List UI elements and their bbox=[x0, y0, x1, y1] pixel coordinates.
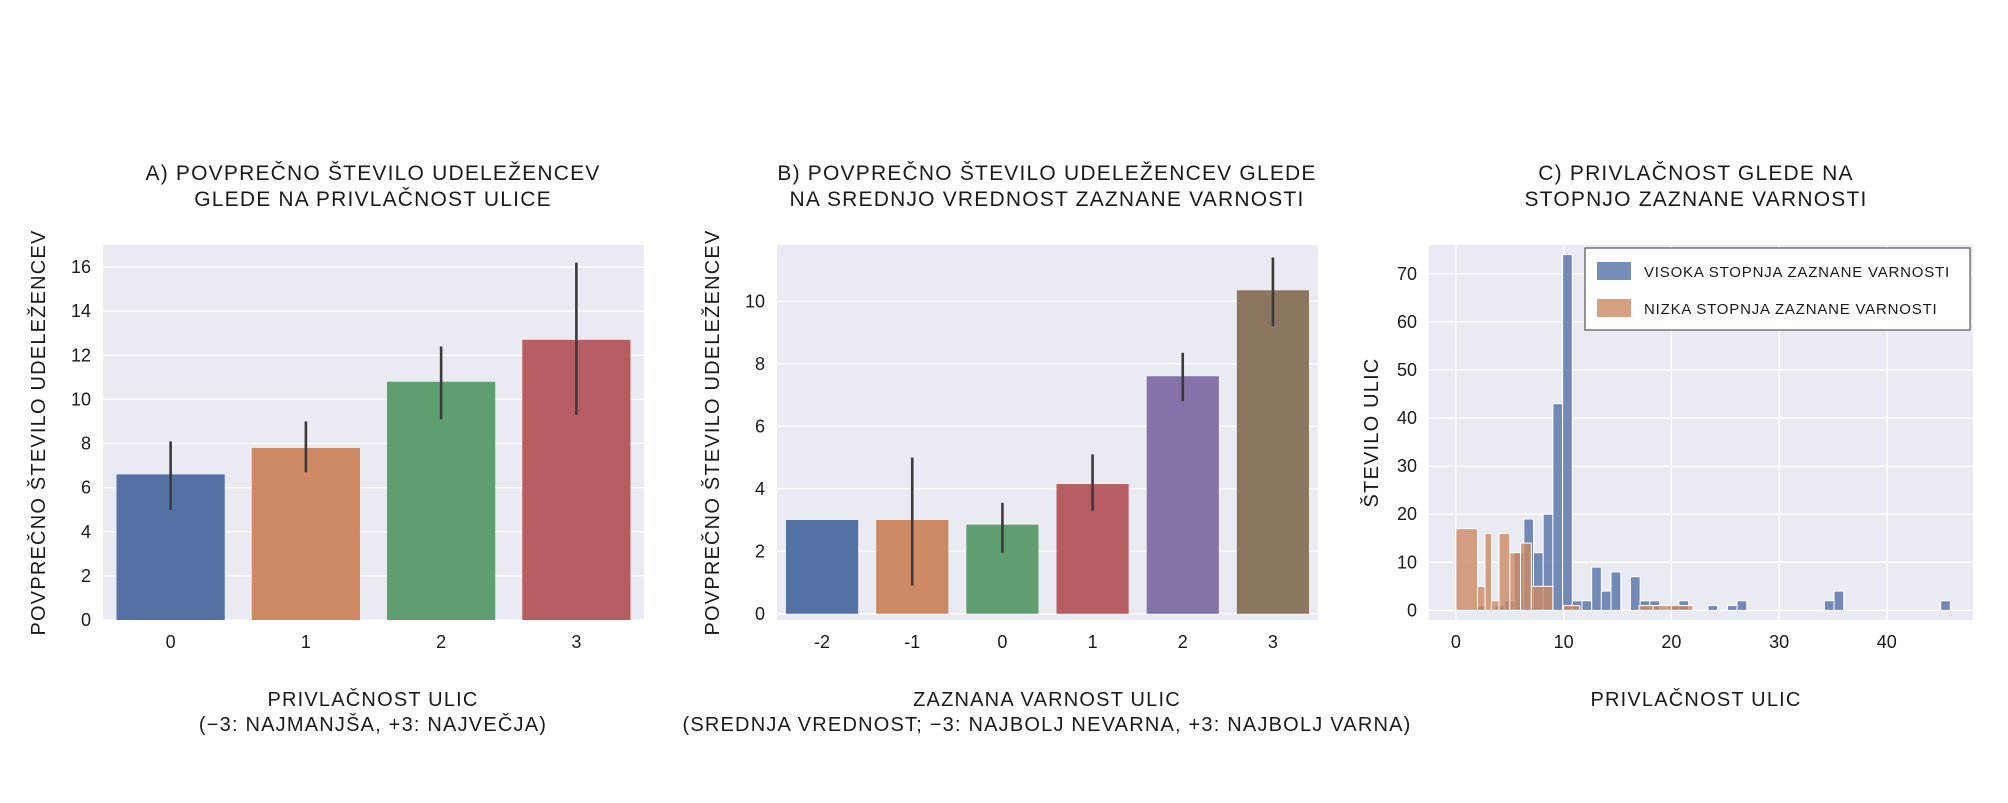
histogram-bar-high-safety bbox=[1610, 571, 1622, 611]
legend-swatch bbox=[1597, 262, 1631, 280]
x-tick-label: 0 bbox=[1451, 632, 1461, 652]
legend-box bbox=[1584, 247, 1971, 331]
x-tick-label: 1 bbox=[301, 632, 311, 652]
x-tick-label: 2 bbox=[436, 632, 446, 652]
chart-title-line: GLEDE NA PRIVLAČNOST ULICE bbox=[194, 188, 552, 211]
bar bbox=[786, 520, 859, 614]
histogram-bar-high-safety bbox=[1823, 600, 1835, 611]
histogram-bar-low-safety bbox=[1455, 528, 1478, 611]
y-tick-label: 8 bbox=[755, 354, 765, 374]
y-tick-label: 6 bbox=[81, 478, 91, 498]
histogram-bar-high-safety bbox=[1581, 600, 1593, 611]
bar bbox=[251, 447, 360, 620]
x-tick-label: 20 bbox=[1661, 632, 1681, 652]
histogram-bar-high-safety bbox=[1707, 605, 1719, 611]
histogram-bar-high-safety bbox=[1591, 566, 1602, 611]
histogram-bar-low-safety bbox=[1509, 552, 1522, 611]
chart-title-line: NA SREDNJO VREDNOST ZAZNANE VARNOSTI bbox=[790, 188, 1305, 211]
y-tick-label: 10 bbox=[1397, 552, 1417, 572]
y-tick-label: 4 bbox=[755, 479, 765, 499]
y-tick-label: 10 bbox=[71, 389, 91, 409]
plot-background bbox=[777, 245, 1318, 620]
histogram-bar-low-safety bbox=[1652, 605, 1672, 611]
chart-title-line: C) PRIVLAČNOST GLEDE NA bbox=[1538, 162, 1853, 185]
x-axis-label-line: PRIVLAČNOST ULIC bbox=[1590, 688, 1801, 711]
x-tick-label: 30 bbox=[1769, 632, 1789, 652]
histogram-bar-high-safety bbox=[1562, 254, 1573, 611]
y-tick-label: 30 bbox=[1397, 456, 1417, 476]
y-tick-label: 0 bbox=[81, 610, 91, 630]
y-tick-label: 8 bbox=[81, 434, 91, 454]
histogram-bar-high-safety bbox=[1833, 590, 1845, 611]
y-tick-label: 60 bbox=[1397, 312, 1417, 332]
y-tick-label: 50 bbox=[1397, 360, 1417, 380]
x-axis-label-line: ZAZNANA VARNOST ULIC bbox=[913, 689, 1181, 711]
y-tick-label: 10 bbox=[745, 291, 765, 311]
x-tick-label: 0 bbox=[166, 632, 176, 652]
bar bbox=[1146, 376, 1219, 614]
y-tick-label: 70 bbox=[1397, 264, 1417, 284]
x-tick-label: 0 bbox=[997, 632, 1007, 652]
y-tick-label: 0 bbox=[1407, 600, 1417, 620]
histogram-bar-low-safety bbox=[1498, 532, 1511, 611]
histogram-bar-low-safety bbox=[1490, 600, 1500, 611]
y-tick-label: 14 bbox=[71, 301, 91, 321]
histogram-bar-low-safety bbox=[1670, 605, 1694, 611]
y-tick-label: 6 bbox=[755, 416, 765, 436]
y-axis-label: POVPREČNO ŠTEVILO UDELEŽENCEV bbox=[701, 229, 724, 635]
histogram-bar-low-safety bbox=[1638, 605, 1654, 611]
histogram-bar-low-safety bbox=[1484, 532, 1492, 611]
x-tick-label: 2 bbox=[1178, 632, 1188, 652]
bar bbox=[1236, 290, 1309, 614]
x-tick-label: 40 bbox=[1877, 632, 1897, 652]
histogram-bar-low-safety bbox=[1476, 585, 1486, 611]
histogram-bar-high-safety bbox=[1629, 576, 1641, 611]
chart-title-line: STOPNJO ZAZNANE VARNOSTI bbox=[1524, 188, 1867, 211]
histogram-bar-low-safety bbox=[1520, 542, 1532, 611]
histogram-bar-low-safety bbox=[1530, 585, 1554, 611]
histogram-bar-high-safety bbox=[1940, 600, 1951, 611]
x-tick-label: 10 bbox=[1554, 632, 1574, 652]
y-tick-label: 40 bbox=[1397, 408, 1417, 428]
legend: VISOKA STOPNJA ZAZNANE VARNOSTI NIZKA STO… bbox=[1584, 247, 1971, 331]
x-axis-label-line: PRIVLAČNOST ULIC bbox=[267, 688, 478, 711]
x-axis-label-line: (−3: NAJMANJŠA, +3: NAJVEČJA) bbox=[199, 713, 547, 736]
chart-title-line: B) POVPREČNO ŠTEVILO UDELEŽENCEV GLEDE bbox=[777, 162, 1316, 185]
chart-title-line: A) POVPREČNO ŠTEVILO UDELEŽENCEV bbox=[146, 162, 601, 185]
chart-panel-1: A) POVPREČNO ŠTEVILO UDELEŽENCEV GLEDE NA… bbox=[27, 162, 644, 736]
y-tick-label: 20 bbox=[1397, 504, 1417, 524]
x-tick-label: -2 bbox=[814, 632, 830, 652]
legend-label: VISOKA STOPNJA ZAZNANE VARNOSTI bbox=[1644, 264, 1950, 281]
y-tick-label: 0 bbox=[755, 604, 765, 624]
y-tick-label: 4 bbox=[81, 522, 91, 542]
y-tick-label: 12 bbox=[71, 345, 91, 365]
y-tick-label: 2 bbox=[81, 566, 91, 586]
histogram-bar-high-safety bbox=[1736, 600, 1748, 611]
y-axis-label: POVPREČNO ŠTEVILO UDELEŽENCEV bbox=[27, 229, 50, 635]
x-tick-label: 3 bbox=[571, 632, 581, 652]
histogram-bar-low-safety bbox=[1563, 605, 1581, 611]
bar bbox=[387, 381, 496, 620]
legend-swatch bbox=[1597, 299, 1631, 317]
x-tick-label: 1 bbox=[1088, 632, 1098, 652]
chart-panel-2: B) POVPREČNO ŠTEVILO UDELEŽENCEV GLEDE NA… bbox=[682, 162, 1411, 736]
histogram-bar-high-safety bbox=[1726, 605, 1738, 611]
chart-panel-3: C) PRIVLAČNOST GLEDE NA STOPNJO ZAZNANE V… bbox=[1360, 162, 1973, 711]
histogram-bar-high-safety bbox=[1552, 403, 1564, 611]
y-tick-label: 2 bbox=[755, 541, 765, 561]
x-tick-label: -1 bbox=[904, 632, 920, 652]
legend-label: NIZKA STOPNJA ZAZNANE VARNOSTI bbox=[1644, 301, 1938, 318]
histogram-bar-high-safety bbox=[1600, 590, 1612, 611]
y-tick-label: 16 bbox=[71, 257, 91, 277]
x-tick-label: 3 bbox=[1268, 632, 1278, 652]
x-axis-label-line: (SREDNJA VREDNOST; −3: NAJBOLJ NEVARNA, … bbox=[682, 714, 1411, 736]
y-axis-label: ŠTEVILO ULIC bbox=[1360, 358, 1383, 508]
